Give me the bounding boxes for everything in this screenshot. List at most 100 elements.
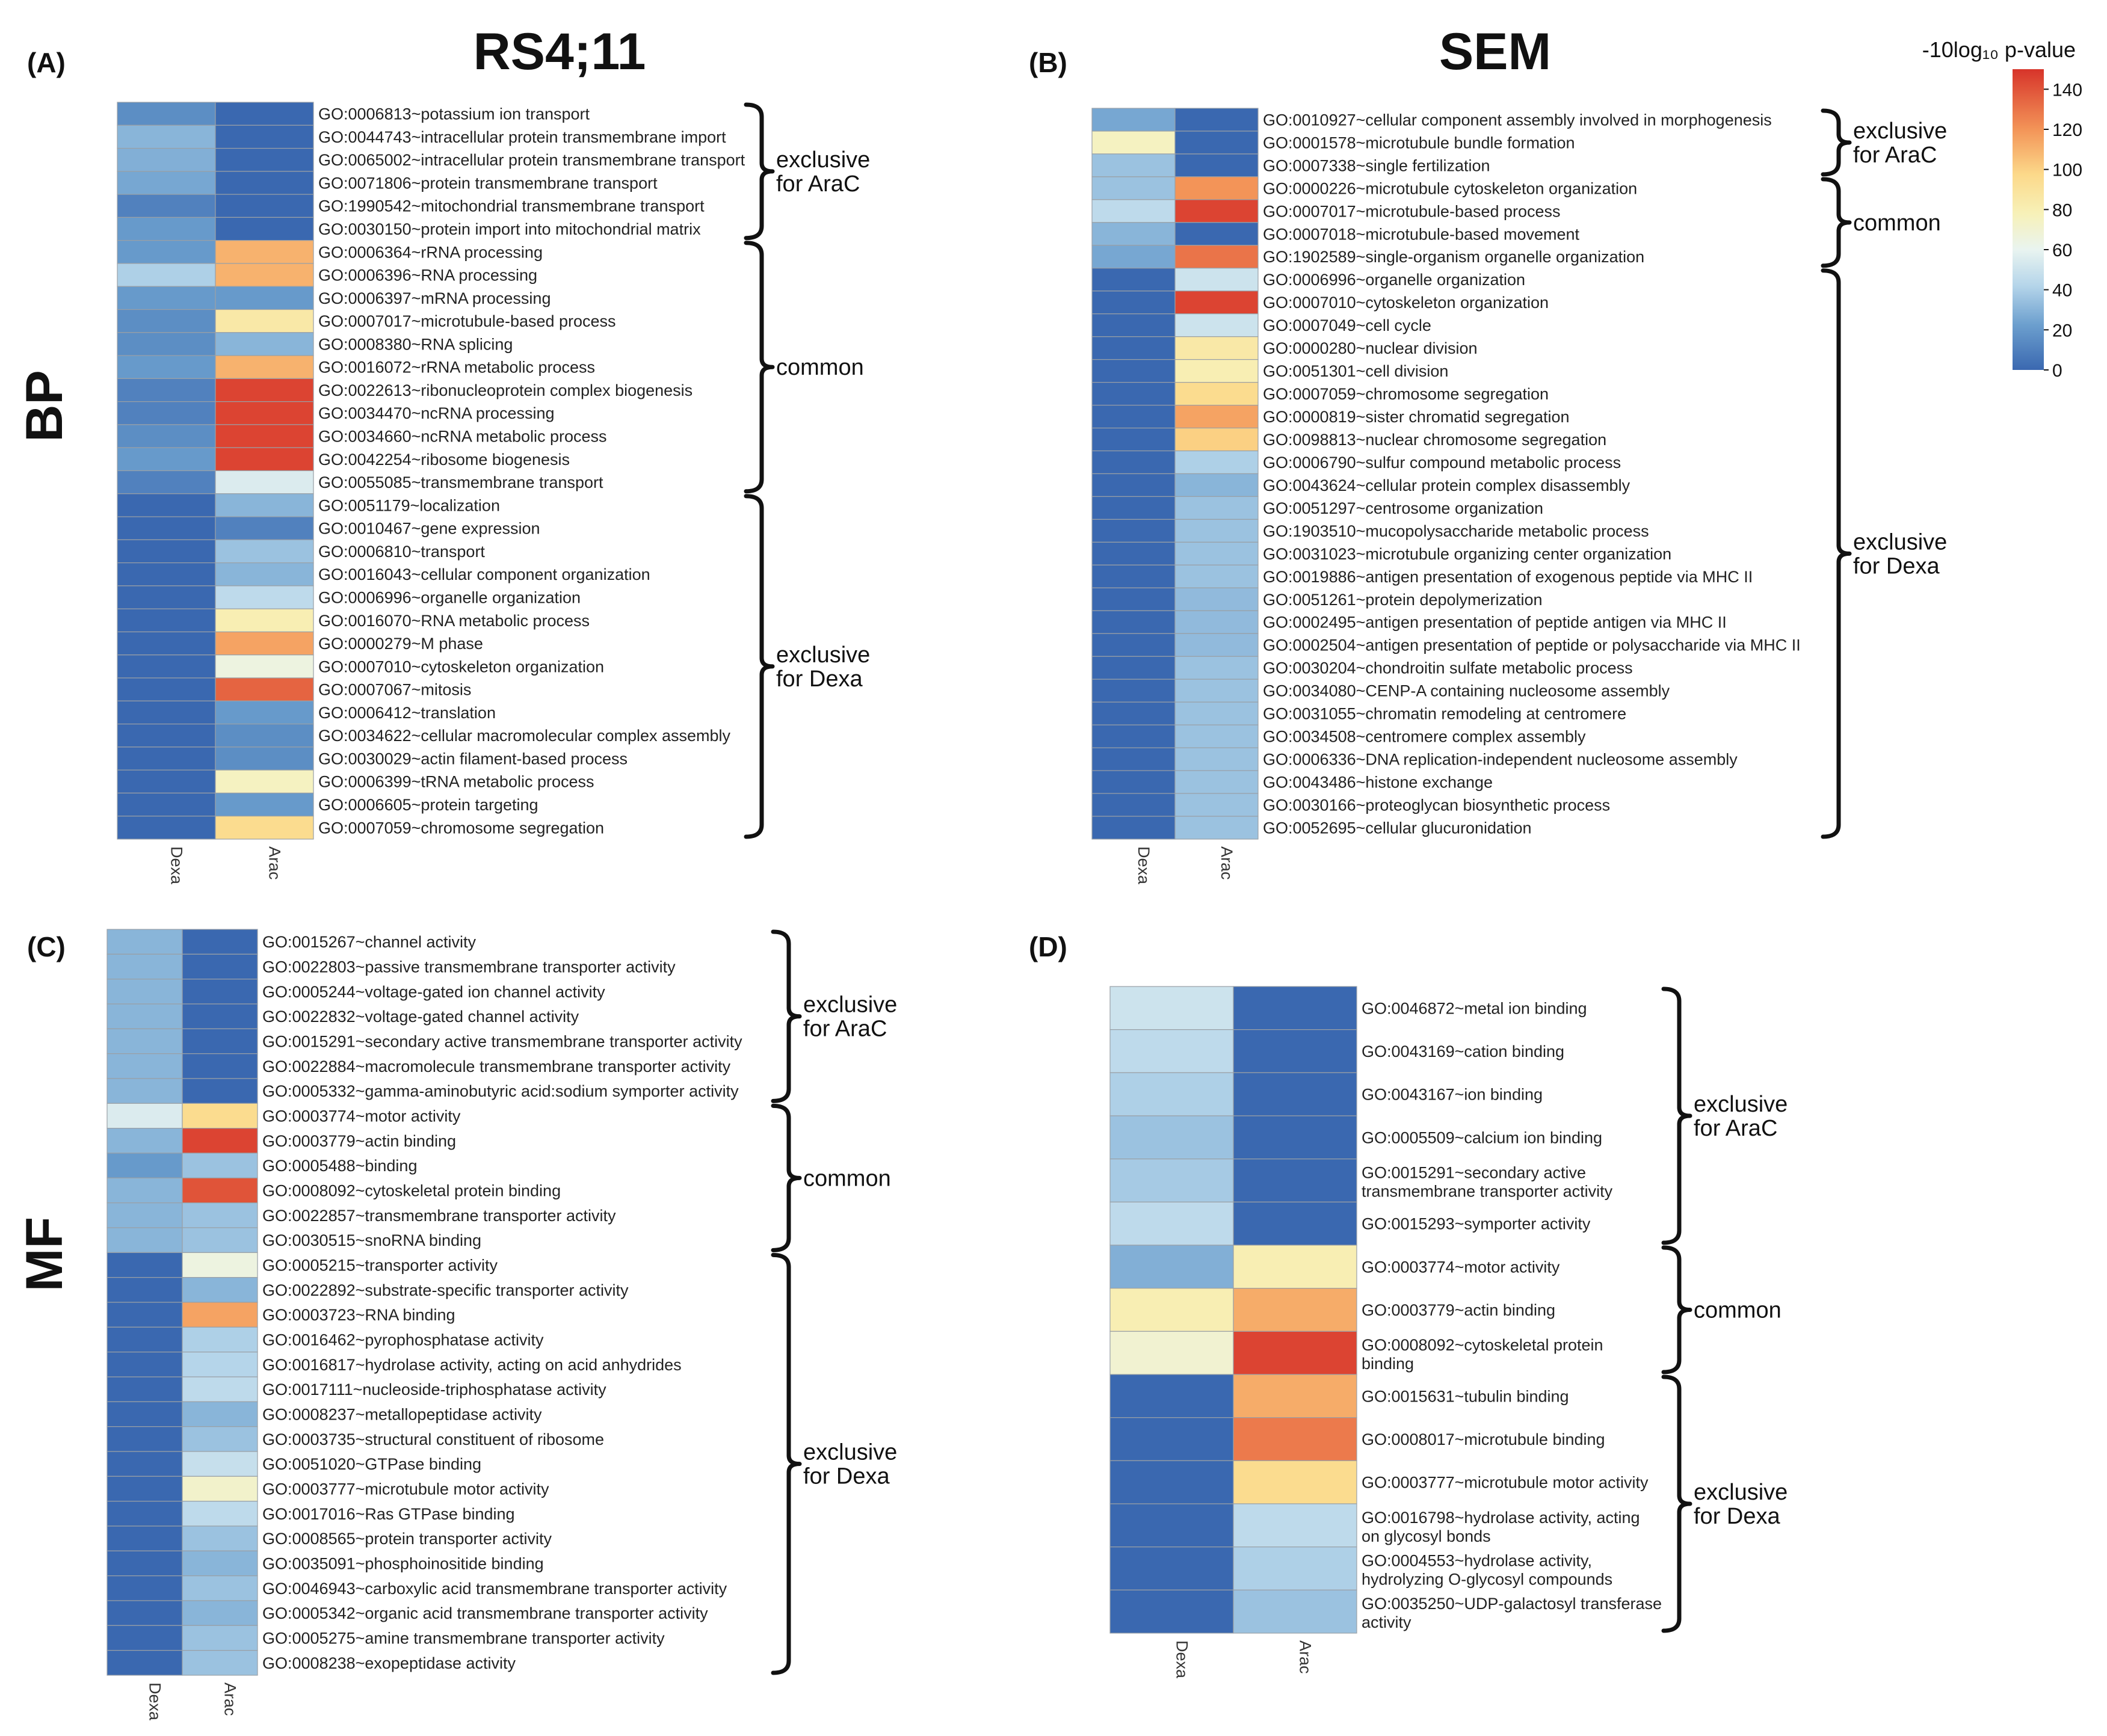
heatmap-cell (1091, 541, 1176, 565)
go-term-label: GO:0030029~actin filament-based process (318, 749, 628, 768)
heatmap-cell (215, 700, 314, 725)
heatmap-cell (182, 979, 258, 1005)
go-term-label: GO:0015631~tubulin binding (1362, 1387, 1569, 1405)
heatmap-cell (106, 1103, 183, 1129)
go-term-label: GO:0034080~CENP-A containing nucleosome … (1263, 682, 1670, 700)
group-label: exclusive for AraC (1694, 1092, 1788, 1141)
heatmap-cell (1091, 268, 1176, 292)
heatmap-cell (1091, 724, 1176, 748)
heatmap-cell (106, 1202, 183, 1228)
heatmap-cell (182, 1028, 258, 1054)
heatmap-cell (1174, 108, 1259, 132)
heatmap-cell (106, 1650, 183, 1676)
group-brace (744, 102, 775, 241)
heatmap-cell (1174, 131, 1259, 155)
go-term-label: GO:0055085~transmembrane transport (318, 473, 603, 491)
heatmap-cell (1174, 245, 1259, 269)
heatmap-cell (215, 355, 314, 379)
heatmap-cell (215, 378, 314, 402)
go-term-label: GO:0022884~macromolecule transmembrane t… (262, 1057, 731, 1076)
heatmap-cell (117, 424, 216, 448)
heatmap-cell (1174, 268, 1259, 292)
heatmap-cell (215, 263, 314, 287)
heatmap-cell (117, 332, 216, 356)
heatmap-cell (1174, 656, 1259, 680)
heatmap-cell (182, 1650, 258, 1676)
heatmap-cell (215, 746, 314, 771)
heatmap-cell (215, 470, 314, 494)
heatmap-cell (1174, 679, 1259, 703)
heatmap-cell (215, 493, 314, 517)
heatmap-cell (1233, 1029, 1357, 1073)
heatmap-cell (1091, 633, 1176, 657)
go-term-label: GO:0016070~RNA metabolic process (318, 612, 590, 630)
heatmap-cell (182, 1202, 258, 1228)
column-title-rs411: RS4;11 (474, 23, 646, 81)
go-term-label: GO:0008565~protein transporter activity (262, 1530, 552, 1548)
heatmap-cell (182, 1277, 258, 1303)
heatmap-cell (1233, 986, 1357, 1030)
go-term-label: GO:0006810~transport (318, 543, 485, 561)
heatmap-cell (1091, 176, 1176, 200)
heatmap-cell (215, 516, 314, 540)
heatmap-cell (106, 1401, 183, 1427)
heatmap-cell (1091, 404, 1176, 429)
heatmap-cell (106, 953, 183, 980)
go-term-label: GO:0006397~mRNA processing (318, 289, 551, 307)
heatmap-cell (1174, 770, 1259, 794)
heatmap-cell (1091, 313, 1176, 337)
group-label: exclusive for AraC (803, 993, 897, 1042)
group-brace (771, 1103, 802, 1252)
heatmap-cell (106, 929, 183, 955)
heatmap-cell (215, 539, 314, 564)
go-term-label: GO:0051020~GTPase binding (262, 1455, 481, 1473)
heatmap-cell (1174, 473, 1259, 497)
heatmap-cell (215, 562, 314, 586)
heatmap-cell (106, 1302, 183, 1328)
heatmap-cell (106, 1501, 183, 1527)
heatmap-cell (117, 792, 216, 817)
column-label-dexa: Dexa (168, 846, 186, 885)
panel-b: (B) GO:0010927~cellular component assembl… (1029, 47, 1947, 885)
heatmap-cell (215, 125, 314, 149)
heatmap-cell (182, 1227, 258, 1253)
go-term-label: GO:0016462~pyrophosphatase activity (262, 1331, 544, 1349)
go-term-label: GO:0006399~tRNA metabolic process (318, 773, 594, 791)
heatmap-cell (1109, 1589, 1234, 1634)
legend-tick-label: 100 (2052, 161, 2082, 180)
heatmap-cell (1109, 1115, 1234, 1160)
heatmap-cell (117, 539, 216, 564)
heatmap-cell (182, 1053, 258, 1079)
group-brace (1821, 108, 1852, 177)
go-term-label: GO:0006336~DNA replication-independent n… (1263, 751, 1738, 769)
heatmap-cell (182, 1352, 258, 1377)
heatmap-cell (1233, 1503, 1357, 1548)
go-term-label: GO:0003779~actin binding (1362, 1301, 1555, 1319)
heatmap-cell (1174, 793, 1259, 817)
go-term-label: GO:0003777~microtubule motor activity (262, 1480, 549, 1498)
heatmap-cell (1174, 336, 1259, 360)
legend-tick-label: 40 (2052, 281, 2072, 301)
heatmap-cell (1174, 519, 1259, 543)
heatmap-cell (182, 1103, 258, 1129)
go-term-label: GO:0000819~sister chromatid segregation (1263, 408, 1570, 426)
heatmap-cell (117, 309, 216, 333)
heatmap-cell (1109, 1374, 1234, 1418)
go-term-label: GO:0030166~proteoglycan biosynthetic pro… (1263, 796, 1610, 814)
go-term-label: GO:0006996~organelle organization (318, 588, 581, 606)
heatmap-cell (215, 654, 314, 679)
heatmap-cell (215, 286, 314, 310)
group-label: common (803, 1166, 891, 1191)
heatmap-cell (1174, 222, 1259, 246)
heatmap-cell (1174, 382, 1259, 406)
heatmap-cell (1174, 541, 1259, 565)
go-term-label: GO:0035091~phosphoinositide binding (262, 1554, 544, 1572)
go-term-label: GO:0071806~protein transmembrane transpo… (318, 174, 658, 192)
legend-tick-label: 140 (2052, 80, 2082, 100)
row-title-mf: MF (16, 1217, 73, 1291)
heatmap-cell (117, 286, 216, 310)
heatmap-cell (117, 401, 216, 425)
heatmap-cell (1091, 656, 1176, 680)
heatmap-cell (117, 516, 216, 540)
go-term-label: GO:0008238~exopeptidase activity (262, 1654, 516, 1672)
